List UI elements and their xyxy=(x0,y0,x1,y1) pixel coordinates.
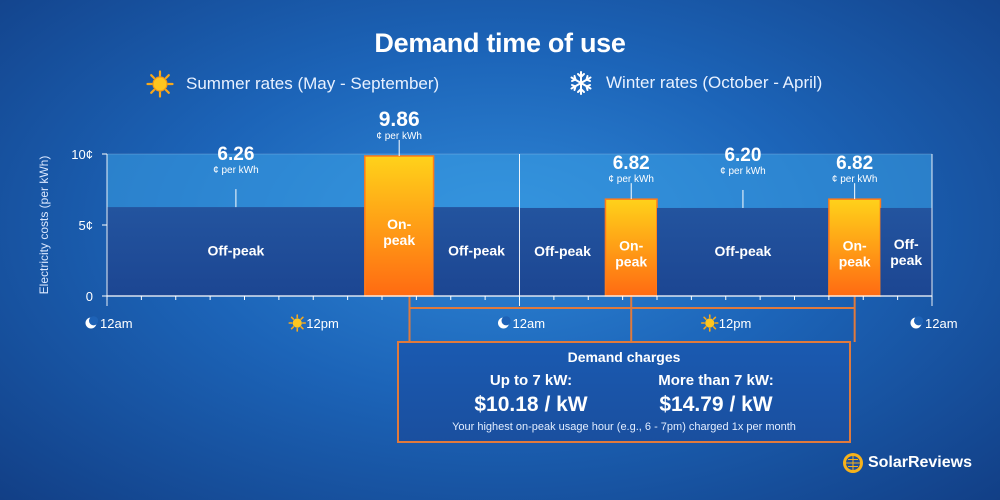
solar-panel-globe-icon xyxy=(842,452,864,474)
y-tick-label: 0 xyxy=(86,289,93,304)
off-peak-bar xyxy=(880,207,932,296)
off-peak-bar xyxy=(657,207,829,296)
segment-label: Off-peak xyxy=(208,243,265,259)
segment-label: Off-peak xyxy=(715,243,772,259)
brand-logo: SolarReviews xyxy=(842,452,972,474)
rate-value-label: 6.20 xyxy=(724,145,761,166)
segment-label: On-peak xyxy=(383,216,415,248)
x-tick-label: 12am xyxy=(513,316,546,331)
moon-icon xyxy=(85,316,99,329)
rate-value-label: 6.26 xyxy=(217,144,254,165)
demand-box-note: Your highest on-peak usage hour (e.g., 6… xyxy=(452,421,796,433)
x-tick-label: 12am xyxy=(100,316,133,331)
y-axis-label: Electricity costs (per kWh) xyxy=(37,156,51,295)
tier2-value: $14.79 / kW xyxy=(659,393,772,416)
snowflake-icon xyxy=(568,70,594,96)
chart-title: Demand time of use xyxy=(374,28,626,58)
x-tick-label: 12am xyxy=(925,316,958,331)
moon-icon xyxy=(910,316,924,329)
segment-label: Off-peak xyxy=(448,243,505,259)
legend-winter-label: Winter rates (October - April) xyxy=(606,73,823,92)
x-tick: 12pm xyxy=(288,314,339,332)
off-peak-bar xyxy=(107,207,365,296)
rate-value-label: 6.82 xyxy=(613,153,650,174)
sun-icon xyxy=(288,314,307,332)
off-peak-bar xyxy=(433,207,520,296)
demand-charges-box: Demand charges Up to 7 kW: $10.18 / kW M… xyxy=(397,341,851,443)
on-peak-bar xyxy=(604,198,658,297)
rate-unit-label: ¢ per kWh xyxy=(376,131,422,142)
rate-unit-label: ¢ per kWh xyxy=(608,174,654,185)
segment-label: Off-peak xyxy=(890,236,922,268)
rate-value-label: 9.86 xyxy=(379,108,420,131)
legend-winter: Winter rates (October - April) xyxy=(568,70,822,96)
segment-label: Off-peak xyxy=(534,243,591,259)
tier2-label: More than 7 kW: xyxy=(658,372,774,389)
rate-unit-label: ¢ per kWh xyxy=(720,166,766,177)
rate-unit-label: ¢ per kWh xyxy=(213,165,259,176)
tier1-label: Up to 7 kW: xyxy=(490,372,572,389)
demand-box-title: Demand charges xyxy=(568,349,681,365)
x-tick-label: 12pm xyxy=(306,316,339,331)
tier1-value: $10.18 / kW xyxy=(474,393,587,416)
x-tick: 12am xyxy=(498,316,545,331)
moon-icon xyxy=(498,316,511,329)
x-tick: 12am xyxy=(910,316,958,331)
y-tick-label: 5¢ xyxy=(79,218,93,233)
x-tick: 12am xyxy=(85,316,133,331)
sun-icon xyxy=(146,70,174,98)
off-peak-bar xyxy=(519,207,606,296)
sun-icon xyxy=(700,314,719,332)
rate-unit-label: ¢ per kWh xyxy=(832,174,878,185)
brand-name: SolarReviews xyxy=(867,454,972,471)
segment-label: On-peak xyxy=(839,238,871,270)
legend-summer: Summer rates (May - September) xyxy=(146,70,439,98)
x-tick: 12pm xyxy=(700,314,752,332)
segment-label: On-peak xyxy=(615,238,647,270)
legend-summer-label: Summer rates (May - September) xyxy=(186,74,440,93)
y-tick-label: 10¢ xyxy=(71,147,93,162)
x-tick-label: 12pm xyxy=(719,316,752,331)
rate-value-label: 6.82 xyxy=(836,153,873,174)
demand-connectors xyxy=(408,296,856,342)
